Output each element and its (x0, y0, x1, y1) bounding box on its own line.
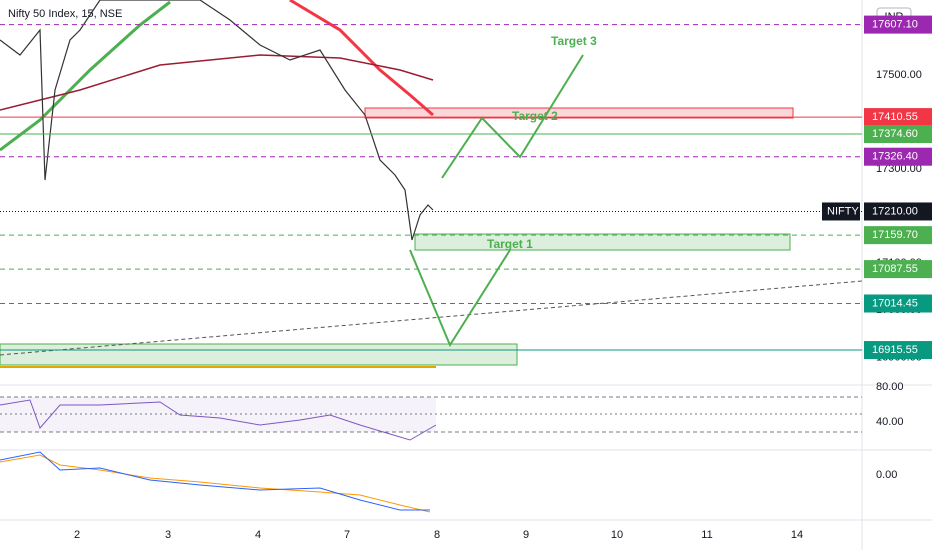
rsi-axis-label: 40.00 (876, 416, 904, 428)
annotation: Target 2 (512, 109, 558, 123)
price-path (0, 0, 434, 241)
price-tag-label: 17607.10 (872, 19, 918, 31)
time-axis-label: 7 (344, 529, 350, 541)
price-axis-label: 17500.00 (876, 69, 922, 81)
symbol-tag (822, 202, 860, 221)
time-axis-label: 10 (611, 529, 623, 541)
macd-axis-label: 0.00 (876, 469, 897, 481)
time-axis-label: 9 (523, 529, 529, 541)
time-axis-label: 2 (74, 529, 80, 541)
demand-zone (0, 343, 518, 366)
symbol-tag-label: NIFTY (827, 205, 859, 217)
price-tag (864, 260, 932, 279)
price-tag (864, 15, 932, 34)
time-axis-label: 8 (434, 529, 440, 541)
price-tag (864, 108, 932, 127)
price-tag-label: 17374.60 (872, 128, 918, 140)
time-axis-label: 3 (165, 529, 171, 541)
price-tag-label: 17159.70 (872, 229, 918, 241)
annotation: Target 1 (487, 237, 533, 251)
moving-average (289, 0, 434, 117)
price-tag-label: 17210.00 (872, 205, 918, 217)
price-tag (864, 226, 932, 245)
support-zone (414, 233, 791, 251)
time-axis-label: 14 (791, 529, 803, 541)
resistance-zone (364, 107, 794, 119)
time-axis-label: 11 (701, 529, 712, 541)
price-tag-label: 16915.55 (872, 344, 918, 356)
annotation: Target 3 (551, 34, 597, 48)
price-tag (864, 202, 932, 221)
price-tag-label: 17014.45 (872, 297, 918, 309)
rsi-line (0, 399, 437, 441)
price-tag (864, 147, 932, 166)
moving-average (0, 54, 434, 111)
rsi-axis-label: 80.00 (876, 381, 904, 393)
price-tag-label: 17326.40 (872, 151, 918, 163)
price-tag (864, 125, 932, 144)
macd-signal (0, 454, 431, 513)
price-tag (864, 341, 932, 360)
time-axis-label: 4 (255, 529, 261, 541)
chart-title: Nifty 50 Index, 15, NSE (8, 8, 122, 20)
projection-arrow (409, 249, 511, 348)
price-tag (864, 294, 932, 313)
price-tag-label: 17087.55 (872, 263, 918, 275)
moving-average (0, 0, 171, 152)
projection-arrow (441, 54, 584, 179)
macd-line (0, 451, 430, 511)
price-tag-label: 17410.55 (872, 111, 918, 123)
price-axis-label: 17300.00 (876, 163, 922, 175)
